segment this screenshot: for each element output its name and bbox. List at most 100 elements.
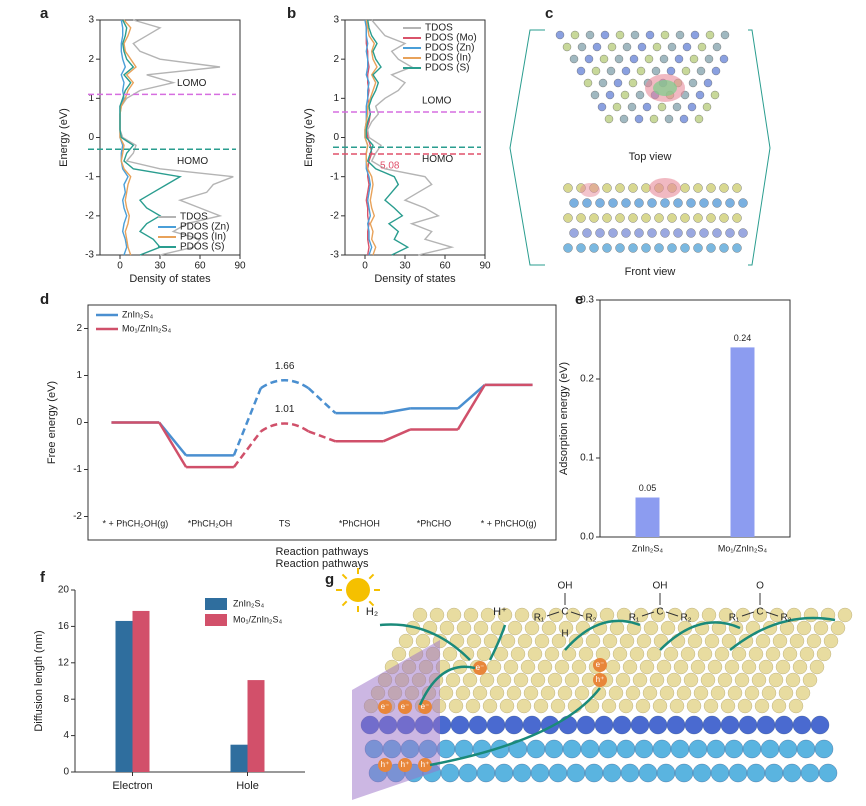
bond (665, 611, 679, 617)
atom (667, 213, 677, 223)
atom (628, 243, 638, 253)
atom (415, 633, 431, 649)
atom (558, 715, 578, 735)
bracket (509, 29, 545, 266)
y-axis-label: Diffusion length (nm) (33, 630, 45, 731)
atom (634, 228, 644, 238)
atom (710, 763, 730, 783)
atom (576, 243, 586, 253)
atom (693, 685, 709, 701)
x-tick-label: 30 (399, 261, 411, 272)
atom (595, 228, 605, 238)
atom-label: OH (558, 581, 573, 592)
atom (583, 78, 593, 88)
electron-label: e⁻ (401, 702, 410, 711)
carrier (398, 700, 412, 714)
level-label: LOMO (422, 96, 452, 107)
atom (582, 198, 592, 208)
atom (686, 698, 702, 714)
connector (307, 387, 337, 415)
atom (719, 213, 729, 223)
atom (544, 646, 560, 662)
atom (778, 739, 798, 759)
x-tick-label: * + PhCHO(g) (481, 518, 537, 528)
view-label: Front view (625, 266, 676, 278)
atom (719, 183, 729, 193)
connector (456, 384, 486, 431)
atom (647, 228, 657, 238)
atom (636, 633, 652, 649)
atom (634, 114, 644, 124)
bar (132, 610, 150, 772)
atom (527, 646, 543, 662)
y-tick-label: -1 (85, 171, 94, 182)
atom (466, 633, 482, 649)
atom (748, 646, 764, 662)
legend-label: Mo₁/ZnIn₂S₄ (122, 323, 172, 333)
atom (758, 659, 774, 675)
y-tick-label: 0.1 (580, 453, 594, 464)
carrier (418, 758, 432, 772)
atom (697, 42, 707, 52)
atom (673, 198, 683, 208)
atom (619, 633, 635, 649)
atom (503, 659, 519, 675)
atom (584, 763, 604, 783)
carrier (398, 758, 412, 772)
legend-label: ZnIn₂S₄ (233, 598, 265, 608)
atom (584, 698, 600, 714)
atom (669, 698, 685, 714)
atom (517, 633, 533, 649)
level-label: HOMO (177, 156, 208, 167)
atom (585, 30, 595, 40)
electron-label: e⁻ (476, 663, 485, 672)
y-axis-label: Free energy (eV) (46, 381, 58, 464)
atom (597, 102, 607, 112)
atom (802, 672, 818, 688)
atom (652, 42, 662, 52)
y-tick-label: 0 (333, 132, 339, 143)
atom (674, 763, 694, 783)
atom (641, 243, 651, 253)
atom (599, 607, 615, 623)
atom (615, 672, 631, 688)
atom (721, 633, 737, 649)
atom (689, 54, 699, 64)
atom (604, 114, 614, 124)
atom (654, 213, 664, 223)
atom (569, 54, 579, 64)
atom (632, 672, 648, 688)
dos-curve (364, 19, 378, 256)
atom (526, 739, 546, 759)
atom (448, 698, 464, 714)
atom (697, 646, 713, 662)
x-axis-label: Density of states (374, 273, 456, 285)
atom (479, 672, 495, 688)
group-label: R₂ (585, 613, 596, 624)
atom (690, 659, 706, 675)
y-tick-label: 1 (333, 93, 339, 104)
atom (700, 672, 716, 688)
atom (605, 90, 615, 100)
atom (439, 620, 455, 636)
atom (637, 42, 647, 52)
atom (649, 672, 665, 688)
atom (712, 198, 722, 208)
panel-label: f (40, 569, 46, 586)
atom (563, 183, 573, 193)
atom (606, 66, 616, 76)
atom (679, 114, 689, 124)
arrow (659, 621, 741, 651)
arrow (488, 624, 507, 661)
atom (692, 763, 712, 783)
group-label: R₁ (534, 613, 545, 624)
level-label: 5.08 (380, 161, 400, 172)
atom (615, 243, 625, 253)
atom (706, 243, 716, 253)
x-axis-label: Reaction pathways (276, 546, 369, 558)
connector (232, 387, 262, 456)
atom (577, 42, 587, 52)
atom (705, 30, 715, 40)
atom (782, 763, 802, 783)
atom (564, 672, 580, 688)
